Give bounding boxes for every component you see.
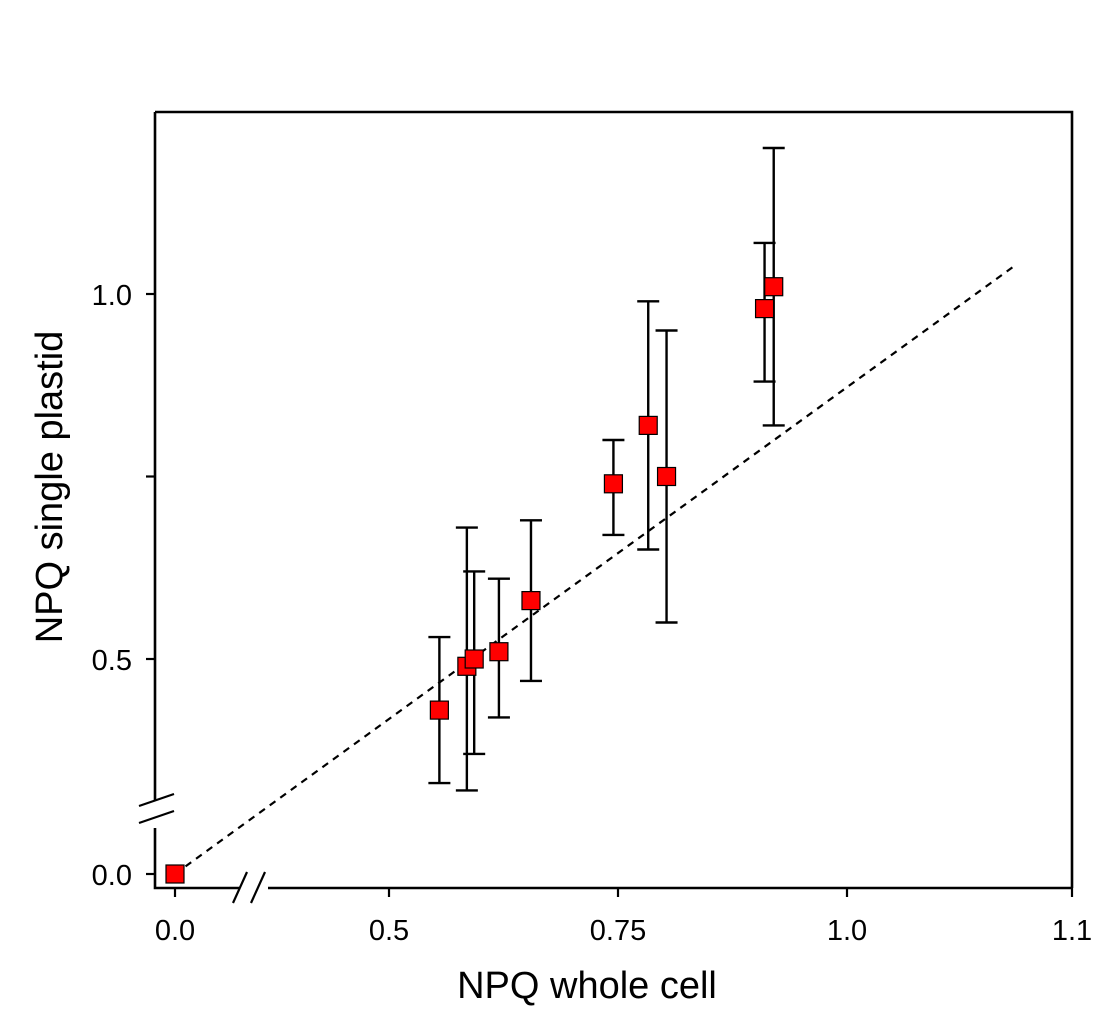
x-axis-title: NPQ whole cell (457, 965, 717, 1007)
x-tick-label-2: 0.75 (590, 915, 646, 947)
x-tick-label-4: 1.1 (1052, 915, 1092, 947)
x-tick-label-0: 0.0 (155, 915, 195, 947)
y-tick-label-1: 0.5 (92, 645, 132, 677)
data-point-7 (638, 415, 658, 435)
x-tick-label-1: 0.5 (369, 915, 409, 947)
error-bars (428, 146, 785, 792)
data-point-0 (165, 864, 185, 884)
y-tick-label-2: 1.0 (92, 280, 132, 312)
data-point-8 (656, 466, 677, 487)
data-point-4 (489, 642, 509, 662)
data-markers (165, 277, 784, 884)
x-tick-label-3: 1.0 (827, 915, 867, 947)
data-point-9 (754, 299, 775, 319)
y-axis-break-mark (138, 792, 175, 825)
data-point-5 (521, 590, 541, 611)
plot-frame (153, 110, 1074, 890)
data-point-1 (429, 700, 449, 720)
data-point-6 (603, 474, 624, 494)
x-axis-break-mark (231, 871, 267, 904)
data-point-10 (764, 277, 784, 297)
data-point-3 (464, 649, 484, 669)
y-axis-title: NPQ single plastid (29, 331, 71, 644)
dashed-fit-line (174, 263, 1017, 875)
y-tick-label-0: 0.0 (92, 860, 132, 892)
axis-ticks (146, 292, 1074, 897)
